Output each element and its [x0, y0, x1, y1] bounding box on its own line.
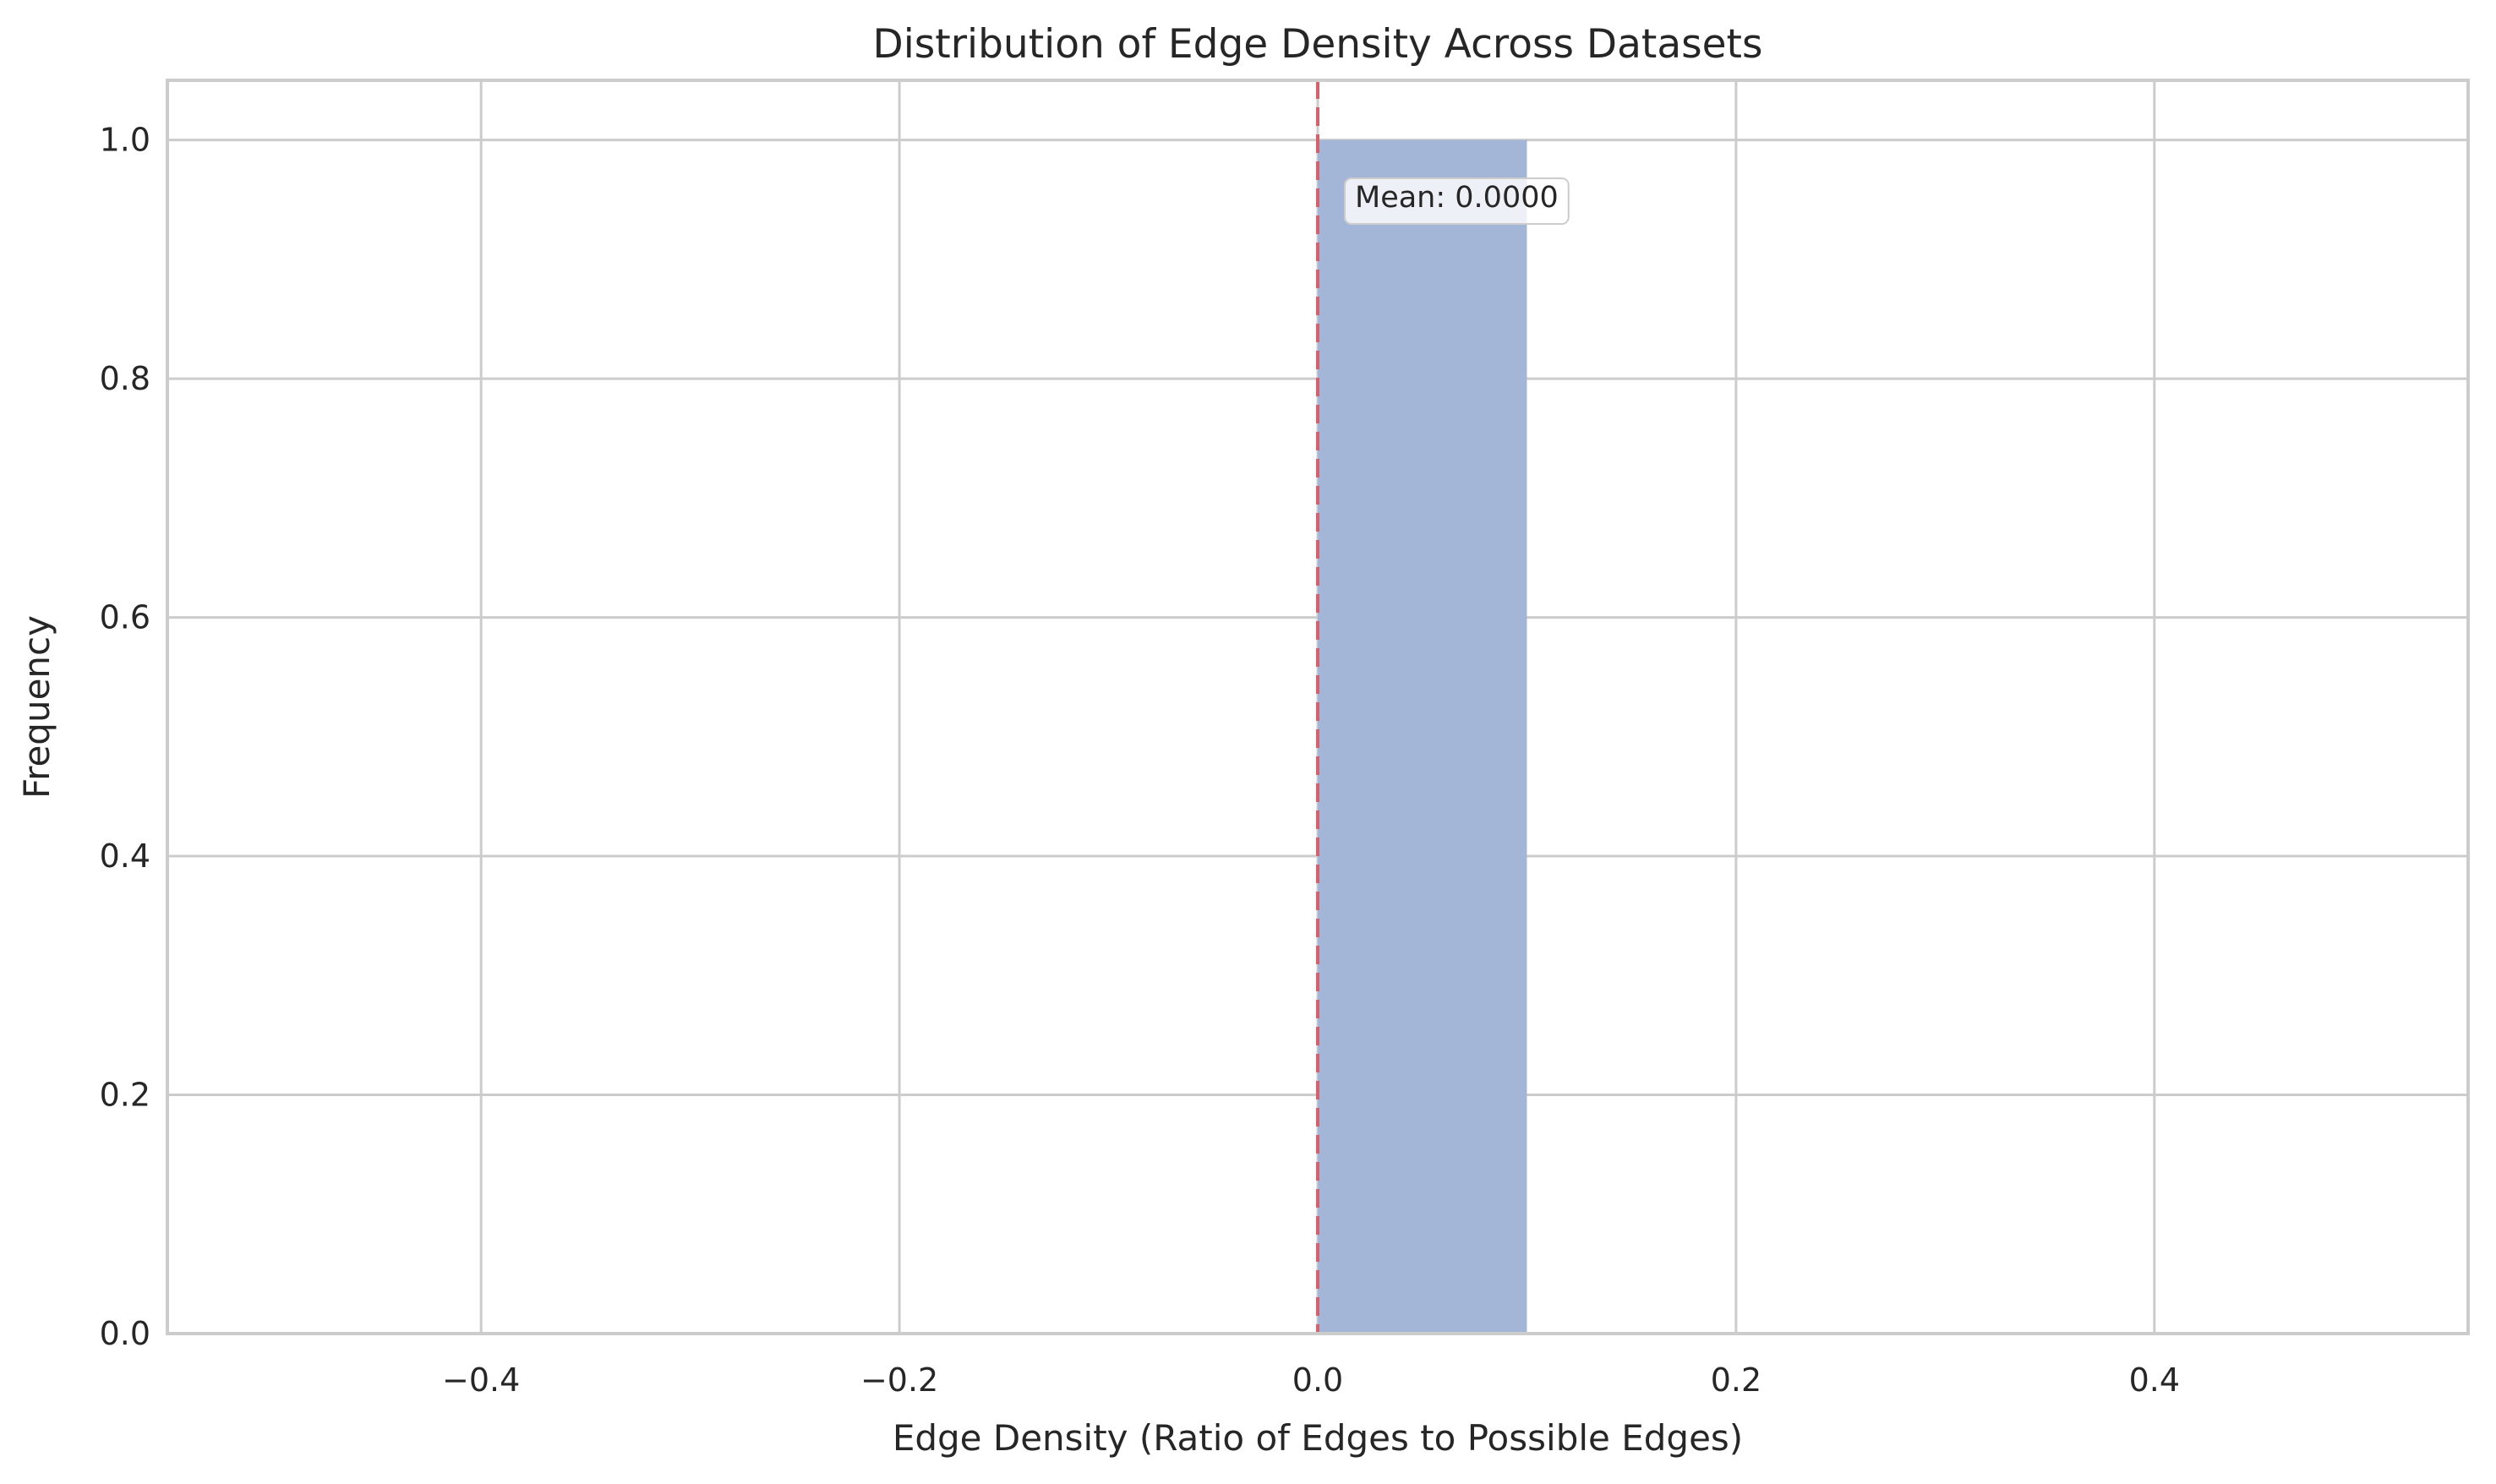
plot-frame	[166, 79, 2470, 1335]
histogram-bar	[1318, 139, 1527, 1334]
chart-title: Distribution of Edge Density Across Data…	[873, 21, 1763, 68]
y-tick-label: 1.0	[100, 122, 150, 159]
y-tick-label: 0.0	[100, 1315, 150, 1352]
y-tick-label: 0.6	[100, 599, 150, 636]
x-axis-label: Edge Density (Ratio of Edges to Possible…	[893, 1417, 1743, 1459]
mean-annotation: Mean: 0.0000	[1344, 177, 1570, 225]
mean-annotation-text: Mean: 0.0000	[1355, 181, 1559, 215]
x-tick-labels: −0.4 −0.2 0.0 0.2 0.4	[442, 1361, 2180, 1399]
histogram-bars	[1318, 139, 1527, 1334]
mean-annotation-box	[1344, 177, 1570, 225]
y-axis-label: Frequency	[16, 615, 57, 799]
x-tick-label: −0.4	[442, 1361, 520, 1399]
y-tick-label: 0.2	[100, 1077, 150, 1114]
y-tick-label: 0.4	[100, 837, 150, 875]
x-tick-label: 0.2	[1711, 1361, 1761, 1399]
y-tick-labels: 0.0 0.2 0.4 0.6 0.8 1.0	[100, 122, 150, 1352]
y-tick-label: 0.8	[100, 360, 150, 397]
x-tick-label: 0.4	[2129, 1361, 2180, 1399]
x-tick-label: 0.0	[1292, 1361, 1343, 1399]
x-tick-label: −0.2	[860, 1361, 938, 1399]
